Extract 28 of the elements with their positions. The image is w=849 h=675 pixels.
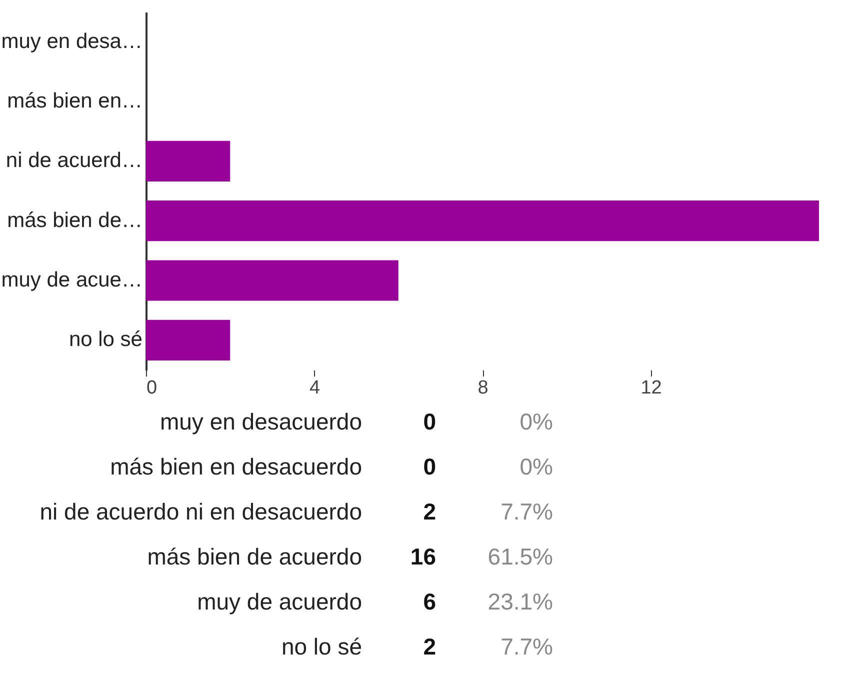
data-label: 2 [423, 498, 436, 524]
data-label: 61.5% [488, 544, 553, 570]
data-label: 16 [410, 544, 436, 570]
x-tick-label: 8 [478, 378, 488, 398]
y-tick-label: más bien en… [7, 90, 142, 112]
category-label: más bien en desacuerdo [110, 454, 362, 480]
data-label: 23.1% [488, 588, 553, 614]
y-tick-label: muy en desa… [1, 30, 142, 53]
x-tick-label: 12 [640, 378, 662, 398]
category-label: no lo sé [281, 634, 362, 660]
y-tick-label: no lo sé [68, 328, 142, 352]
data-label: 0 [423, 408, 436, 434]
data-label: 7.7% [500, 634, 553, 660]
category-label: muy en desacuerdo [160, 408, 362, 434]
data-label: 6 [423, 588, 436, 614]
category-label: más bien de acuerdo [147, 544, 362, 570]
data-label: 0% [520, 408, 553, 434]
data-label: 2 [423, 634, 436, 660]
data-label: 0% [520, 454, 553, 480]
data-label: 7.7% [500, 498, 553, 524]
y-tick-label: ni de acuerd… [6, 149, 142, 172]
x-tick-label: 0 [146, 378, 158, 398]
category-label: ni de acuerdo ni en desacuerdo [40, 498, 362, 524]
y-tick-label: muy de acue… [1, 268, 142, 292]
category-label: muy de acuerdo [197, 588, 362, 614]
data-label: 0 [423, 454, 436, 480]
x-tick-label: 4 [309, 378, 320, 398]
y-tick-label: más bien de… [7, 208, 142, 232]
